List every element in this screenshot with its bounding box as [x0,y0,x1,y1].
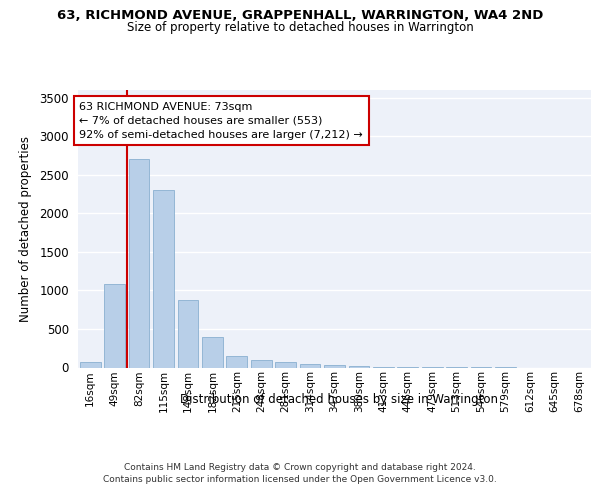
Y-axis label: Number of detached properties: Number of detached properties [19,136,32,322]
Text: 63 RICHMOND AVENUE: 73sqm
← 7% of detached houses are smaller (553)
92% of semi-: 63 RICHMOND AVENUE: 73sqm ← 7% of detach… [79,102,363,140]
Bar [373,366,394,368]
Text: Contains HM Land Registry data © Crown copyright and database right 2024.: Contains HM Land Registry data © Crown c… [124,462,476,471]
Bar [80,362,101,368]
Bar [397,367,418,368]
Text: 63, RICHMOND AVENUE, GRAPPENHALL, WARRINGTON, WA4 2ND: 63, RICHMOND AVENUE, GRAPPENHALL, WARRIN… [57,9,543,22]
Bar [299,364,320,368]
Bar [104,284,125,368]
Bar [128,160,149,368]
Bar [324,365,345,368]
Bar [153,190,174,368]
Bar [349,366,370,368]
Text: Distribution of detached houses by size in Warrington: Distribution of detached houses by size … [180,392,498,406]
Bar [178,300,199,368]
Text: Contains public sector information licensed under the Open Government Licence v3: Contains public sector information licen… [103,475,497,484]
Bar [275,362,296,368]
Bar [226,356,247,368]
Text: Size of property relative to detached houses in Warrington: Size of property relative to detached ho… [127,22,473,35]
Bar [202,338,223,368]
Bar [251,360,272,368]
